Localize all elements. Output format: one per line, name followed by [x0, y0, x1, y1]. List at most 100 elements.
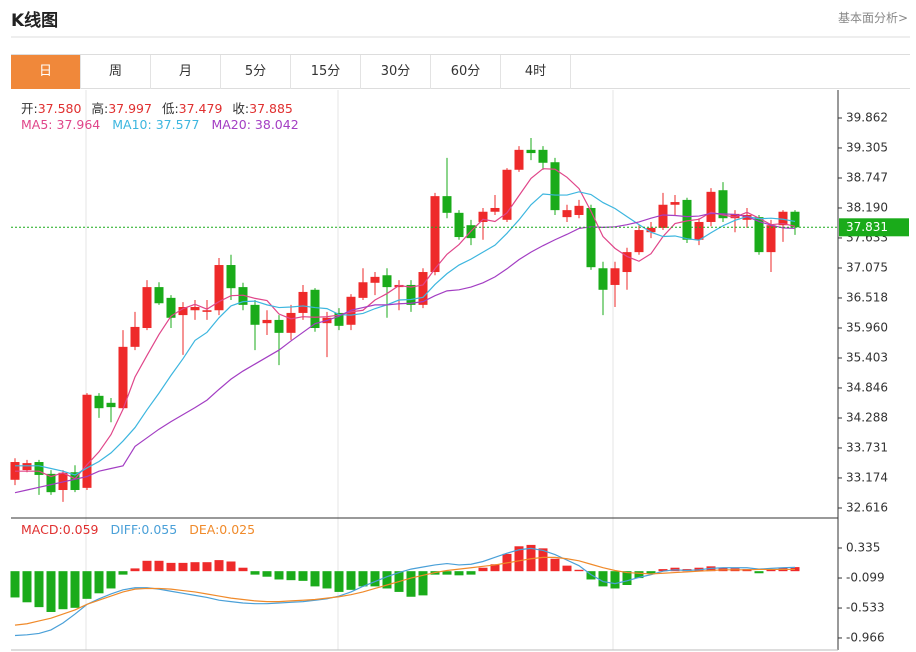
y-tick-label: -0.966 [846, 630, 885, 644]
candle-body [718, 190, 728, 219]
candle-body [598, 268, 608, 290]
legend-value: 37.580 [37, 101, 82, 116]
y-tick-label: 38.190 [846, 200, 888, 214]
candle-body [274, 319, 284, 333]
macd-bar [130, 568, 140, 572]
macd-bar [334, 571, 344, 592]
candle-body [262, 319, 272, 324]
legend-value: 37.885 [249, 101, 293, 116]
macd-bar [370, 571, 380, 587]
candle-body [646, 227, 656, 233]
fundamental-link[interactable]: 基本面分析> [837, 11, 908, 25]
legend-name: DEA: [189, 522, 220, 537]
candle-body [730, 213, 740, 219]
period-tab[interactable]: 周 [81, 55, 151, 89]
y-tick-label: 34.288 [846, 410, 888, 424]
period-tab[interactable]: 30分 [361, 55, 431, 89]
candle-body [46, 473, 56, 493]
candle-body [682, 199, 692, 240]
candle-body [430, 196, 440, 273]
candle-body [454, 212, 464, 238]
series-line [14, 212, 796, 494]
period-tab[interactable]: 15分 [291, 55, 361, 89]
candle-body [34, 462, 44, 475]
candle-body [142, 287, 152, 329]
legend-label: 高: [91, 101, 109, 116]
y-tick-label: 36.518 [846, 290, 888, 304]
macd-bar [106, 571, 116, 589]
legend-value: 37.964 [56, 117, 101, 132]
series-line [15, 191, 796, 476]
period-tab[interactable]: 4时 [501, 55, 571, 89]
candle-body [706, 191, 716, 222]
macd-bar [346, 571, 356, 590]
macd-bar [94, 571, 104, 594]
current-price-label: 37.831 [846, 220, 888, 234]
series-line [14, 547, 796, 637]
period-tab[interactable]: 60分 [431, 55, 501, 89]
macd-bar [442, 571, 452, 575]
candle-body [154, 287, 164, 304]
macd-bar [766, 569, 776, 572]
legend-name: MACD: [21, 522, 63, 537]
macd-bar [310, 571, 320, 587]
candle-body [586, 207, 596, 268]
candle-body [514, 149, 524, 170]
macd-bar [382, 571, 392, 589]
macd-bar [358, 571, 368, 587]
legend-label: 低: [161, 101, 179, 116]
macd-bar [322, 571, 332, 589]
macd-bar [538, 548, 548, 572]
current-price-box [839, 218, 909, 237]
candle-body [118, 346, 128, 409]
candle-body [178, 307, 188, 316]
candle-body [778, 211, 788, 226]
macd-bar [214, 560, 224, 572]
macd-bar [406, 571, 416, 597]
candle-body [442, 196, 452, 213]
candle-body [82, 394, 92, 488]
candle-body [550, 162, 560, 211]
candle-body [490, 207, 500, 212]
candle-body [358, 282, 368, 298]
macd-bar [10, 571, 20, 598]
macd-bar [238, 567, 248, 572]
legend-label: 收: [232, 101, 250, 116]
y-tick-label: 32.616 [846, 500, 888, 514]
macd-bar [274, 571, 284, 580]
legend-value: 37.479 [178, 101, 223, 116]
macd-legend: MACD:0.059 DIFF:0.055 DEA:0.025 [21, 522, 267, 537]
macd-bar [118, 571, 128, 575]
candle-body [502, 169, 512, 220]
candle-body [382, 275, 392, 288]
macd-bar [82, 571, 92, 599]
period-tab[interactable]: 5分 [221, 55, 291, 89]
macd-bar [598, 571, 608, 587]
macd-bar [298, 571, 308, 581]
macd-bar [622, 571, 632, 586]
legend-value: 0.059 [62, 522, 99, 537]
candle-body [226, 265, 236, 289]
candle-body [310, 289, 320, 329]
candle-body [106, 402, 116, 408]
legend-value: 37.997 [108, 101, 152, 116]
macd-bar [574, 569, 584, 572]
candle-body [334, 312, 344, 326]
candle-body [130, 326, 140, 347]
candle-body [634, 230, 644, 253]
period-tab[interactable]: 月 [151, 55, 221, 89]
candle-body [766, 225, 776, 253]
candle-body [754, 217, 764, 253]
macd-bar [418, 571, 428, 596]
candle-body [742, 214, 752, 220]
candle-body [190, 307, 200, 311]
macd-bar [154, 560, 164, 572]
y-tick-label: 34.846 [846, 380, 888, 394]
candle-body [286, 312, 296, 333]
macd-bar [562, 565, 572, 572]
period-tab[interactable]: 日 [11, 55, 81, 89]
legend-value: 38.042 [254, 117, 299, 132]
candle-body [238, 287, 248, 305]
legend-name: MA10: [112, 117, 152, 132]
